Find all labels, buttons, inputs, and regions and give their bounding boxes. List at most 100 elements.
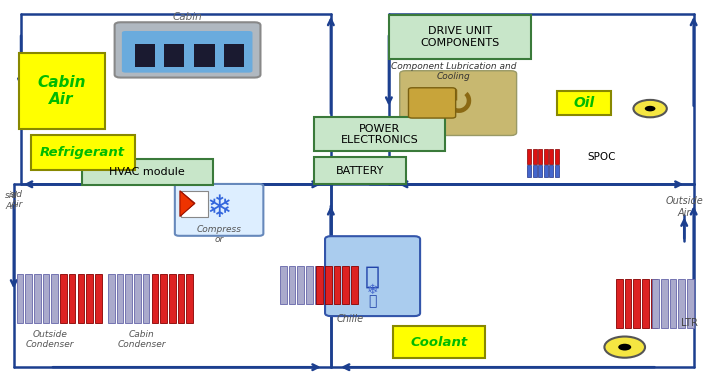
Bar [17, 274, 23, 323]
Bar [539, 165, 542, 177]
FancyBboxPatch shape [31, 135, 135, 170]
Bar [95, 274, 102, 323]
Bar [642, 279, 648, 328]
Text: Oil: Oil [574, 96, 595, 110]
Bar [550, 149, 553, 164]
Bar [289, 266, 295, 304]
Bar [186, 274, 193, 323]
Circle shape [604, 337, 645, 358]
Bar [539, 149, 542, 164]
Bar [134, 274, 141, 323]
Bar [544, 165, 548, 177]
Text: POWER
ELECTRONICS: POWER ELECTRONICS [340, 124, 418, 145]
Bar [169, 274, 175, 323]
Text: ❄: ❄ [206, 195, 232, 223]
Text: Outside
Condenser: Outside Condenser [25, 330, 74, 350]
Bar [194, 44, 214, 66]
Text: Coolant: Coolant [410, 336, 467, 349]
Bar [280, 266, 286, 304]
FancyBboxPatch shape [325, 236, 420, 316]
FancyBboxPatch shape [557, 91, 611, 116]
Text: HVAC module: HVAC module [109, 167, 185, 177]
FancyBboxPatch shape [389, 15, 531, 59]
Text: Refrigerant: Refrigerant [40, 146, 125, 159]
Bar [325, 266, 332, 304]
Bar [43, 274, 49, 323]
FancyBboxPatch shape [115, 22, 260, 78]
Bar [78, 274, 84, 323]
Text: 〰: 〰 [368, 295, 377, 309]
Bar [633, 279, 640, 328]
Bar [533, 149, 537, 164]
Bar [135, 44, 156, 66]
Bar [297, 266, 304, 304]
Bar [624, 279, 631, 328]
Bar [224, 44, 244, 66]
FancyBboxPatch shape [122, 31, 252, 73]
Bar [306, 266, 313, 304]
Bar [652, 279, 659, 328]
Bar [117, 274, 124, 323]
Bar [661, 279, 667, 328]
Bar [34, 274, 41, 323]
Bar [342, 266, 349, 304]
FancyBboxPatch shape [314, 157, 406, 184]
Bar [164, 44, 184, 66]
Bar [533, 165, 537, 177]
Bar [678, 279, 685, 328]
Circle shape [633, 100, 667, 117]
FancyBboxPatch shape [19, 52, 105, 129]
Bar [550, 165, 553, 177]
Bar [334, 266, 340, 304]
Text: ❄: ❄ [366, 283, 378, 297]
Bar [555, 165, 558, 177]
Bar [52, 274, 58, 323]
Bar [177, 274, 184, 323]
Bar [152, 274, 158, 323]
Bar [528, 165, 531, 177]
Bar [544, 149, 548, 164]
Text: BATTERY: BATTERY [336, 166, 384, 176]
Bar [651, 279, 657, 328]
FancyBboxPatch shape [314, 117, 446, 151]
Bar [87, 274, 93, 323]
Bar [351, 266, 358, 304]
Text: DRIVE UNIT
COMPONENTS: DRIVE UNIT COMPONENTS [420, 26, 499, 48]
Text: LTR: LTR [681, 318, 698, 328]
FancyBboxPatch shape [400, 71, 517, 136]
Text: sid
Air: sid Air [5, 191, 18, 211]
Bar [25, 274, 32, 323]
Bar [670, 279, 676, 328]
FancyBboxPatch shape [82, 158, 213, 185]
Text: SPOC: SPOC [587, 152, 616, 162]
Circle shape [618, 344, 631, 350]
Bar [616, 279, 622, 328]
FancyBboxPatch shape [409, 88, 456, 118]
Polygon shape [181, 192, 195, 215]
Text: sid
Air: sid Air [10, 190, 23, 209]
Text: Component Lubrication and
Cooling: Component Lubrication and Cooling [391, 62, 517, 81]
FancyBboxPatch shape [393, 326, 486, 358]
Text: Outside
Air: Outside Air [665, 196, 703, 218]
Text: Cabin: Cabin [172, 12, 202, 22]
Bar [108, 274, 115, 323]
Text: 🌡: 🌡 [365, 264, 379, 288]
Text: Chille: Chille [337, 314, 364, 324]
Bar [555, 149, 558, 164]
Bar [161, 274, 167, 323]
Circle shape [645, 106, 656, 111]
FancyBboxPatch shape [174, 184, 263, 236]
Text: Cabin
Air: Cabin Air [37, 74, 86, 107]
Bar [60, 274, 67, 323]
Bar [143, 274, 150, 323]
Bar [316, 266, 323, 304]
Text: Cabin
Condenser: Cabin Condenser [117, 330, 166, 350]
Text: Compress
or: Compress or [196, 225, 241, 244]
Bar [180, 191, 208, 217]
Bar [315, 266, 321, 304]
Bar [69, 274, 76, 323]
Polygon shape [180, 191, 194, 217]
Bar [528, 149, 531, 164]
Bar [687, 279, 694, 328]
Text: ↻: ↻ [441, 85, 474, 123]
